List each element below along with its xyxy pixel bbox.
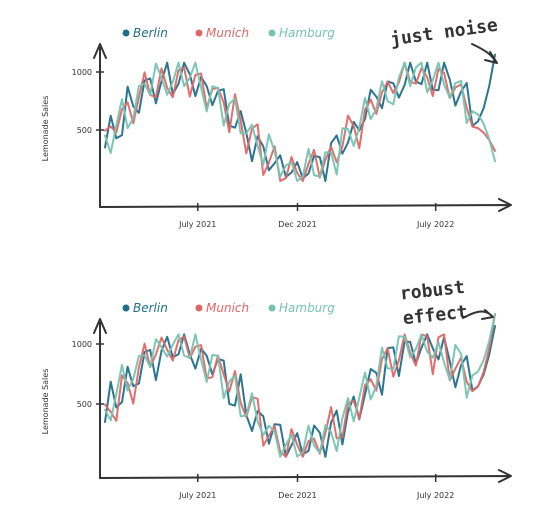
legend-label-berlin: Berlin: [133, 26, 168, 40]
legend-label-munich: Munich: [206, 26, 249, 40]
y-axis: [93, 318, 107, 479]
series-line-berlin: [104, 53, 496, 182]
series-line-hamburg: [104, 313, 496, 458]
annotation-text: just noise: [389, 15, 499, 51]
x-tick-label: Dec 2021: [278, 220, 316, 229]
y-tick-label: 1000: [72, 68, 92, 77]
x-tick-label: July 2021: [178, 220, 216, 229]
series-line-hamburg: [104, 61, 496, 182]
x-axis: [99, 198, 512, 212]
y-axis-title: Lemonade Sales: [41, 369, 50, 435]
y-tick-label: 500: [77, 400, 92, 409]
annotation-text-line-1: robust: [399, 277, 466, 305]
legend-label-hamburg: Hamburg: [279, 26, 335, 40]
x-tick-label: Dec 2021: [278, 491, 316, 500]
legend-marker-berlin: [122, 29, 130, 37]
chart-panel-1: 500 1000 Lemonade Sales July 2021 Dec 2021 Ju…: [41, 15, 512, 229]
legend-marker-hamburg: [268, 29, 276, 37]
y-axis: [93, 43, 107, 208]
legend-marker-munich: [195, 29, 203, 37]
x-axis: [99, 469, 512, 483]
legend-marker-berlin: [122, 304, 130, 312]
x-tick-label: July 2021: [178, 491, 216, 500]
series-line-berlin: [104, 325, 496, 458]
legend-marker-hamburg: [268, 304, 276, 312]
y-tick-label: 500: [77, 126, 92, 135]
legend-marker-munich: [195, 304, 203, 312]
x-tick-label: July 2022: [416, 220, 454, 229]
annotation-text-line-2: effect: [402, 302, 469, 330]
y-axis-title: Lemonade Sales: [41, 96, 50, 162]
legend-label-hamburg: Hamburg: [279, 301, 335, 315]
x-tick-label: July 2022: [416, 491, 454, 500]
annotation-arrow: [462, 309, 494, 320]
annotation-arrow: [471, 43, 498, 64]
legend-label-munich: Munich: [206, 301, 249, 315]
series-line-munich: [104, 61, 496, 182]
series-line-munich: [104, 313, 496, 458]
chart-panel-2: 500 1000 Lemonade Sales July 2021 Dec 2021 Ju…: [41, 277, 512, 500]
legend-label-berlin: Berlin: [133, 301, 168, 315]
y-tick-label: 1000: [72, 340, 92, 349]
